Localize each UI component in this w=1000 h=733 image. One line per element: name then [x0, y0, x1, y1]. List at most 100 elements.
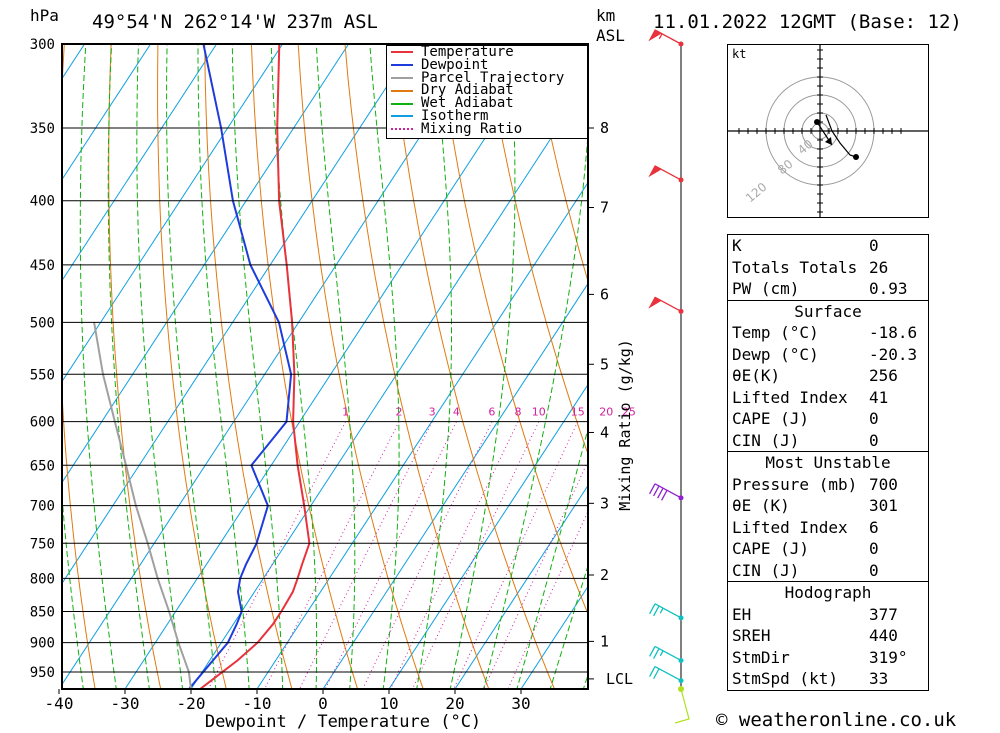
dry-adiabat-line: [531, 44, 588, 284]
hodograph-panel: 40 80 120 kt: [727, 44, 929, 218]
storm-motion-arrow: [825, 137, 832, 145]
legend-swatch: [391, 76, 413, 79]
legend-item: Dry Adiabat: [387, 84, 587, 97]
wind-barb: [649, 603, 684, 621]
x-tick-label: 30: [511, 694, 530, 713]
stat-label: CIN (J): [732, 560, 800, 580]
isotherm-line: [62, 44, 283, 383]
stat-label: SREH: [732, 626, 771, 645]
dry-adiabat-line: [438, 44, 588, 616]
x-tick-label: 20: [445, 694, 464, 713]
mixing-ratio-line: [324, 421, 457, 689]
legend-swatch: [391, 51, 413, 54]
wind-barb: [648, 165, 684, 183]
stat-value: -20.3: [869, 344, 918, 364]
wet-adiabat-line: [516, 426, 588, 689]
mixing-ratio-label: 15: [571, 406, 585, 419]
pressure-tick-label: 750: [30, 536, 55, 552]
plot-frame: [58, 43, 594, 694]
wet-adiabat-line: [549, 563, 588, 689]
legend-label: Mixing Ratio: [421, 120, 523, 137]
isotherm-line: [0, 44, 19, 689]
stat-label: Temp (°C): [732, 323, 819, 342]
stat-row: Dewp (°C) -20.3: [728, 344, 928, 366]
stat-row: StmSpd (kt) 33: [728, 668, 928, 690]
mixing-ratio-axis-label: Mixing Ratio (g/kg): [616, 339, 634, 511]
stat-value: 0: [869, 409, 879, 428]
wind-barb: [649, 483, 684, 501]
stat-row: Lifted Index 41: [728, 387, 928, 409]
wind-profile: [648, 29, 690, 724]
km-tick-label: 1: [600, 632, 609, 650]
legend-item: Wet Adiabat: [387, 96, 587, 110]
stat-label: Lifted Index: [732, 517, 848, 537]
mixing-ratio-line: [362, 421, 493, 689]
stat-value: 256: [869, 366, 898, 385]
hodograph-ring-label: 120: [743, 180, 770, 205]
isotherm-line: [62, 44, 415, 585]
wet-adiabat-line: [315, 44, 356, 689]
stat-label: Lifted Index: [732, 387, 848, 407]
chart-legend: Temperature Dewpoint Parcel Trajectory Dry …: [386, 45, 588, 139]
x-tick-label: -30: [111, 694, 140, 713]
legend-item: Isotherm: [387, 109, 587, 123]
legend-item: Parcel Trajectory: [387, 69, 587, 86]
stat-row: StmDir 319°: [728, 647, 928, 669]
stats-table: K 0 Totals Totals 26 PW (cm) 0.93 Surface Temp …: [727, 234, 929, 691]
km-tick-label: 5: [600, 355, 609, 373]
x-tick-label: 0: [318, 694, 328, 713]
legend-item: Mixing Ratio: [387, 120, 587, 137]
km-tick-label: 2: [600, 566, 609, 584]
isotherm-line: [124, 44, 547, 689]
pressure-tick-label: 400: [30, 194, 55, 210]
pressure-tick-label: 800: [30, 571, 55, 587]
stat-label: EH: [732, 604, 752, 624]
stat-row: Totals Totals 26: [728, 257, 928, 279]
isotherm-line: [322, 282, 588, 689]
pressure-tick-label: 500: [30, 315, 55, 331]
mixing-ratio-label: 1: [342, 406, 349, 419]
stat-value: 0: [869, 430, 879, 450]
stat-value: -18.6: [869, 323, 918, 342]
legend-swatch: [391, 64, 413, 67]
pressure-tick-label: 850: [30, 604, 55, 620]
mixing-ratio-line: [207, 421, 347, 689]
stat-row: SREH 440: [728, 625, 928, 647]
stats-section-title: Hodograph: [784, 583, 872, 602]
stat-row: Lifted Index 6: [728, 517, 928, 539]
km-tick-label: 6: [600, 285, 609, 303]
hodograph-ring-label: 40: [795, 137, 816, 158]
pressure-tick-label: 600: [30, 415, 55, 431]
isotherm-line: [62, 44, 481, 686]
isotherm-line: [388, 383, 588, 689]
asl-unit-label: ASL: [596, 26, 625, 45]
isotherm-line: [454, 484, 588, 689]
stat-label: Pressure (mb): [732, 474, 858, 494]
pressure-tick-label: 350: [30, 121, 55, 137]
mixing-ratio-line: [507, 510, 588, 689]
mixing-ratio-line: [298, 421, 433, 689]
stat-row: θE (K) 301: [728, 495, 928, 517]
mixing-ratio-label: 6: [488, 406, 495, 419]
legend-label: Parcel Trajectory: [421, 69, 565, 86]
stats-section: Most Unstable Pressure (mb) 700 θE (K) 301 Li…: [728, 451, 928, 581]
isotherm-line: [62, 44, 217, 282]
wet-adiabat-line: [62, 491, 84, 689]
mixing-ratio-label: 8: [515, 406, 522, 419]
dry-adiabat-line: [108, 44, 162, 689]
stat-label: StmSpd (kt): [732, 669, 838, 688]
stat-value: 41: [869, 387, 889, 407]
isotherm-line: [62, 44, 151, 181]
dry-adiabat-line: [953, 44, 1000, 700]
stat-row: CIN (J) 0: [728, 560, 928, 582]
legend-item: Temperature: [387, 45, 587, 59]
stats-section: Surface Temp (°C) -18.6 Dewp (°C) -20.3 θE(K)…: [728, 299, 928, 452]
dry-adiabat-line: [344, 44, 490, 689]
wet-adiabat-line: [483, 129, 588, 689]
stat-row: θE(K) 256: [728, 365, 928, 387]
km-tick-label: LCL: [606, 670, 633, 688]
pressure-tick-label: 900: [30, 636, 55, 652]
